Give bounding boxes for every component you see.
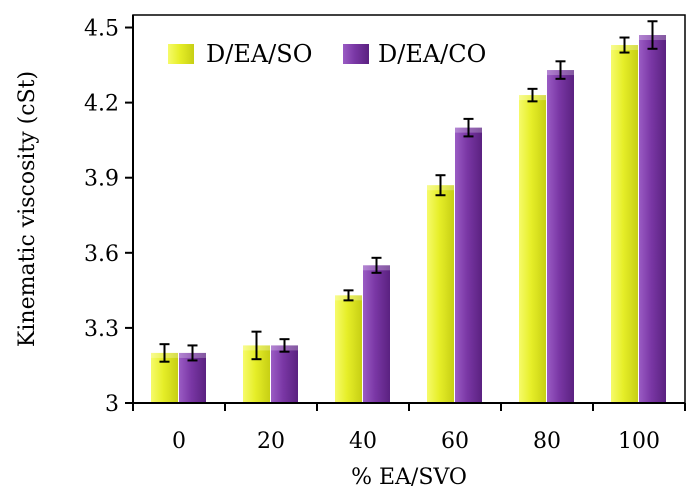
plot-frame xyxy=(132,14,686,404)
error-bar-d-ea-so-0 xyxy=(159,343,170,363)
x-tick-label-0: 0 xyxy=(172,429,186,454)
error-bar-d-ea-so-20 xyxy=(251,330,262,361)
x-tick-label-100: 100 xyxy=(618,429,660,454)
legend-swatch-d-ea-so xyxy=(168,44,194,64)
bar-d-ea-so-40 xyxy=(335,295,362,403)
y-tick-label-3.6: 3.6 xyxy=(84,242,119,267)
bars-layer xyxy=(151,35,666,404)
error-bar-d-ea-so-60 xyxy=(435,174,446,197)
bar-d-ea-co-60 xyxy=(455,127,482,403)
bar-d-ea-so-60 xyxy=(427,185,454,403)
y-tick-label-3: 3 xyxy=(105,392,119,417)
y-axis: 3 3.3 3.6 3.9 4.2 4.5 xyxy=(84,15,134,417)
y-tick-label-3.9: 3.9 xyxy=(84,167,119,192)
legend-swatch-d-ea-co xyxy=(343,44,369,64)
bar-d-ea-co-100 xyxy=(639,35,666,403)
bar-d-ea-co-80 xyxy=(547,70,574,403)
bar-d-ea-so-80 xyxy=(519,95,546,404)
bar-d-ea-so-100 xyxy=(611,45,638,404)
bar-d-ea-co-20 xyxy=(271,345,298,403)
error-bar-d-ea-so-40 xyxy=(343,289,354,302)
y-axis-title: Kinematic viscosity (cSt) xyxy=(15,71,40,347)
x-tick-label-60: 60 xyxy=(441,429,469,454)
error-bar-d-ea-so-100 xyxy=(619,36,630,54)
error-bar-d-ea-co-0 xyxy=(187,344,198,362)
error-bars-layer xyxy=(159,20,658,363)
error-bar-d-ea-co-100 xyxy=(647,20,658,50)
error-bar-d-ea-co-60 xyxy=(463,117,474,138)
x-axis-title: % EA/SVO xyxy=(351,465,467,490)
x-axis: 0 20 40 60 80 100 xyxy=(132,402,686,454)
x-tick-label-80: 80 xyxy=(533,429,561,454)
bar-d-ea-co-40 xyxy=(363,265,390,403)
legend-label-d-ea-so: D/EA/SO xyxy=(206,40,312,68)
x-tick-label-20: 20 xyxy=(257,429,285,454)
legend-label-d-ea-co: D/EA/CO xyxy=(378,40,486,68)
legend: D/EA/SO D/EA/CO xyxy=(168,40,486,68)
error-bar-d-ea-co-80 xyxy=(555,60,566,80)
error-bar-d-ea-co-40 xyxy=(371,256,382,274)
error-bar-d-ea-so-80 xyxy=(527,87,538,103)
x-tick-label-40: 40 xyxy=(349,429,377,454)
error-bar-d-ea-co-20 xyxy=(279,338,290,353)
y-tick-label-4.5: 4.5 xyxy=(84,17,119,42)
y-tick-label-3.3: 3.3 xyxy=(84,317,119,342)
y-tick-label-4.2: 4.2 xyxy=(84,92,119,117)
